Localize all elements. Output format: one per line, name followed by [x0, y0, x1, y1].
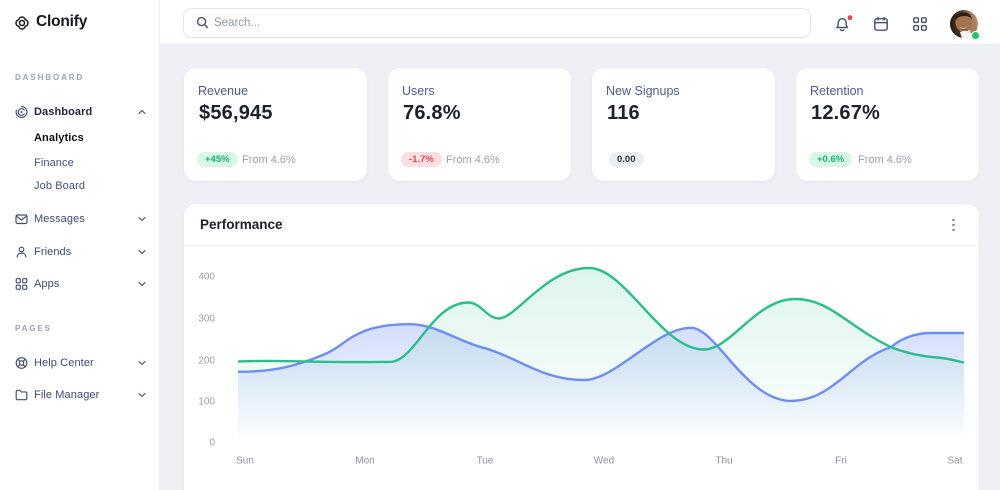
svg-text:200: 200: [198, 356, 215, 367]
svg-text:Thu: Thu: [715, 456, 732, 467]
svg-text:Sat: Sat: [947, 456, 962, 467]
svg-text:Mon: Mon: [355, 456, 374, 467]
svg-text:Wed: Wed: [594, 456, 614, 467]
svg-text:400: 400: [198, 272, 215, 283]
svg-text:Fri: Fri: [835, 456, 847, 467]
svg-text:0: 0: [209, 438, 215, 449]
svg-text:Tue: Tue: [477, 456, 494, 467]
svg-text:Sun: Sun: [236, 456, 254, 467]
svg-text:300: 300: [198, 314, 215, 325]
svg-text:100: 100: [198, 397, 215, 408]
